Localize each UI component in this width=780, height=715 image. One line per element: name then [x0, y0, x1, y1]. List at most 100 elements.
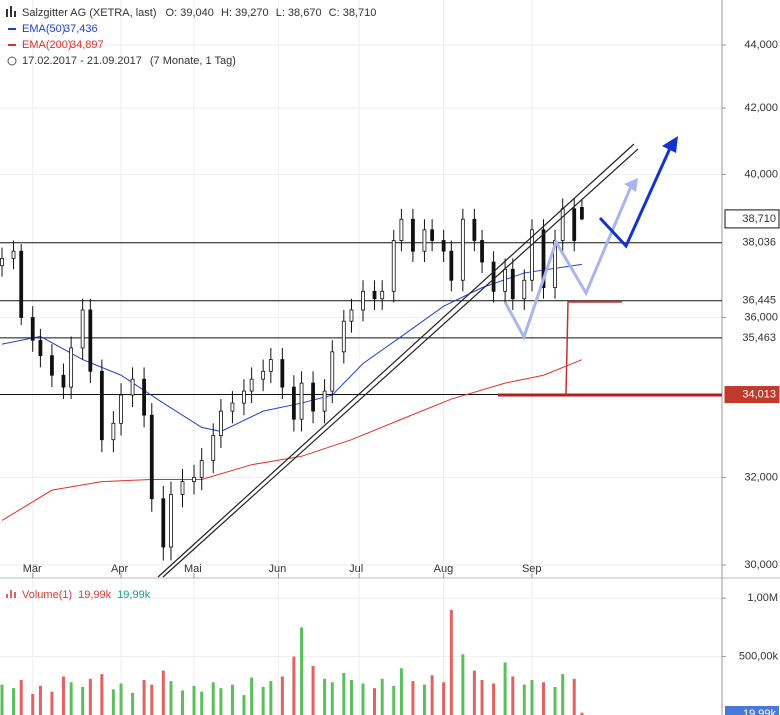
candle-body: [330, 351, 335, 392]
legend-value: 37,436: [64, 23, 98, 35]
header-title: Salzgitter AG (XETRA, last) O: 39,040 H:…: [22, 7, 376, 19]
candle-body: [169, 494, 173, 548]
volume-value: 19,99k: [117, 589, 151, 601]
volume-bar: [561, 674, 565, 715]
volume-legend: Volume(1) 19,99k 19,99k: [6, 589, 151, 601]
volume-bar: [119, 683, 123, 715]
clock-icon: [7, 56, 17, 66]
level-label: 38,036: [742, 237, 776, 249]
trend-line: [162, 148, 639, 578]
volume-bar: [61, 676, 65, 715]
level-label: 35,463: [742, 332, 776, 344]
icon: [10, 6, 12, 17]
projection-arrow: [598, 145, 673, 249]
candle-body: [0, 258, 4, 267]
candle-body: [311, 382, 315, 412]
candle-body: [180, 481, 185, 495]
volume-value: 19,99k: [78, 589, 112, 601]
candle-body: [422, 229, 427, 252]
volume-current-label: 19,99k: [743, 708, 777, 715]
dates: 17.02.2017 - 21.09.2017: [22, 55, 142, 67]
volume-bar: [250, 677, 254, 715]
candle-body: [280, 359, 285, 388]
candle-body: [161, 498, 166, 548]
candle-body: [130, 378, 135, 396]
volume-bar: [342, 672, 346, 715]
y-tick-label: 40,000: [744, 168, 778, 180]
x-tick-label: Aug: [434, 563, 454, 575]
x-tick-label: Sep: [522, 563, 542, 575]
x-tick-label: Jun: [269, 563, 287, 575]
x-tick-label: Mär: [23, 563, 42, 575]
volume-bar: [373, 688, 377, 715]
volume-bar: [131, 692, 135, 715]
candle-body: [391, 240, 396, 292]
level-box: [724, 386, 780, 404]
icon: [10, 590, 12, 598]
arrow-head: [662, 136, 678, 153]
candle-body: [399, 218, 404, 241]
volume-bar: [211, 682, 215, 715]
volume-bar: [300, 627, 304, 715]
volume-bar: [230, 684, 234, 715]
candle-body: [192, 476, 196, 483]
candle-body: [19, 250, 24, 318]
volume-bar: [411, 681, 415, 715]
candle-body: [50, 355, 54, 376]
volume-bar: [542, 682, 545, 715]
arrow-head: [624, 178, 638, 192]
candle-body: [491, 261, 496, 292]
ohlc: O: 39,040: [166, 7, 214, 19]
legend-name: EMA(200): [22, 39, 72, 51]
ohlc: L: 38,670: [276, 7, 322, 19]
candle-body: [510, 268, 515, 300]
volume-bar: [38, 685, 42, 715]
legend: Salzgitter AG (XETRA, last) O: 39,040 H:…: [6, 6, 376, 67]
candle-body: [460, 218, 465, 281]
candle-body: [430, 229, 435, 241]
candle-body: [99, 370, 104, 441]
candle-body: [38, 339, 43, 357]
volume-bar: [580, 712, 584, 715]
volume-bar: [392, 685, 396, 715]
candle-body: [61, 374, 66, 388]
candle-body: [219, 410, 223, 436]
trend-line: [157, 143, 635, 578]
grid: [0, 0, 722, 715]
y-tick-label: 36,000: [744, 311, 778, 323]
candle-body: [560, 208, 565, 241]
volume-bar: [100, 674, 104, 715]
candle-body: [322, 390, 327, 412]
volume-bar: [399, 668, 403, 715]
volume-bar: [31, 693, 35, 715]
y-tick-label: 44,000: [744, 39, 778, 51]
volume-bar: [142, 679, 146, 715]
volume-bar: [200, 691, 204, 715]
y-tick-label: 32,000: [744, 471, 778, 483]
candle-body: [361, 290, 365, 311]
last-price-label: 38,710: [742, 213, 776, 225]
volume-current-box: [725, 706, 779, 715]
volume-bar: [269, 681, 273, 715]
candle-body: [530, 229, 534, 281]
volume-bar: [323, 678, 327, 715]
candle-body: [291, 386, 296, 420]
volume-bar: [161, 670, 165, 715]
level-box: [724, 234, 780, 252]
duration: (7 Monate, 1 Tag): [150, 55, 236, 67]
volume-bar: [88, 678, 92, 715]
candle-body: [199, 460, 204, 478]
candle-body: [522, 279, 527, 300]
candle-body: [372, 290, 377, 300]
icon: [6, 594, 8, 598]
candle-body: [541, 229, 546, 289]
y-tick-label: 30,000: [744, 559, 778, 571]
volume-bar: [522, 684, 526, 715]
candle-body: [261, 370, 266, 380]
candle-body: [149, 414, 154, 500]
candle-body: [411, 218, 415, 252]
ohlc: C: 38,710: [329, 7, 377, 19]
volume-tick-label: 1,00M: [747, 592, 778, 604]
